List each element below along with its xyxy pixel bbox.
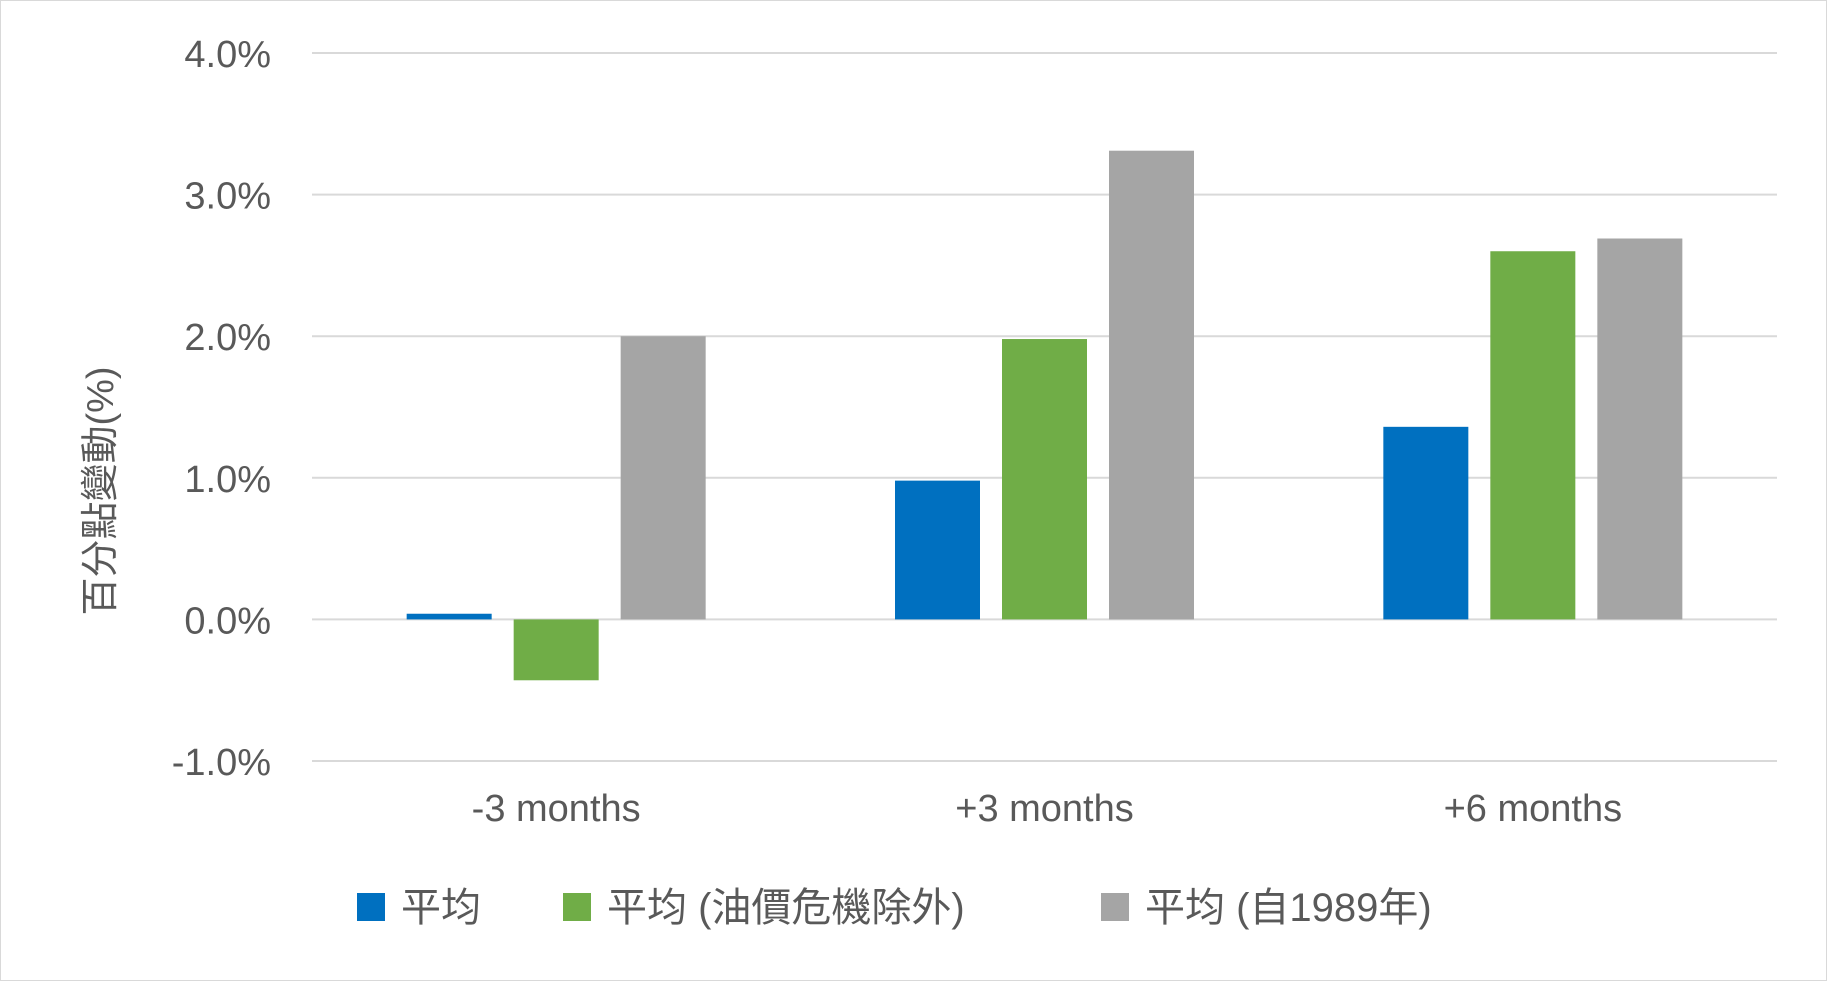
legend-label: 平均 (自1989年) bbox=[1145, 886, 1432, 930]
legend-label: 平均 bbox=[401, 886, 481, 930]
legend-swatch bbox=[357, 893, 385, 921]
x-tick-label: +6 months bbox=[1444, 788, 1623, 830]
y-tick-label: -1.0% bbox=[172, 742, 271, 784]
y-axis-label: 百分點變動(%) bbox=[80, 366, 122, 615]
bar bbox=[895, 480, 980, 620]
x-tick-label: +3 months bbox=[955, 788, 1134, 830]
bar bbox=[406, 613, 492, 620]
bar bbox=[1597, 238, 1683, 620]
y-tick-label: 0.0% bbox=[184, 600, 271, 642]
y-tick-label: 3.0% bbox=[184, 176, 271, 218]
legend-swatch bbox=[563, 893, 591, 921]
x-tick-label: -3 months bbox=[472, 788, 641, 830]
legend-label: 平均 (油價危機除外) bbox=[607, 886, 965, 930]
bar bbox=[1002, 339, 1087, 620]
bar bbox=[513, 619, 599, 681]
bar bbox=[1109, 150, 1194, 620]
bar bbox=[1490, 251, 1576, 620]
y-axis-tick-labels: -1.0% 0.0% 1.0% 2.0% 3.0% 4.0% bbox=[172, 34, 271, 784]
legend: 平均 平均 (油價危機除外) 平均 (自1989年) bbox=[357, 886, 1432, 930]
y-tick-label: 1.0% bbox=[184, 459, 271, 501]
y-tick-label: 2.0% bbox=[184, 317, 271, 359]
legend-swatch bbox=[1101, 893, 1129, 921]
bars bbox=[406, 150, 1683, 681]
y-tick-label: 4.0% bbox=[184, 34, 271, 76]
x-axis-category-labels: -3 months +3 months +6 months bbox=[472, 788, 1622, 830]
bar bbox=[1383, 426, 1469, 620]
bar bbox=[620, 336, 706, 620]
